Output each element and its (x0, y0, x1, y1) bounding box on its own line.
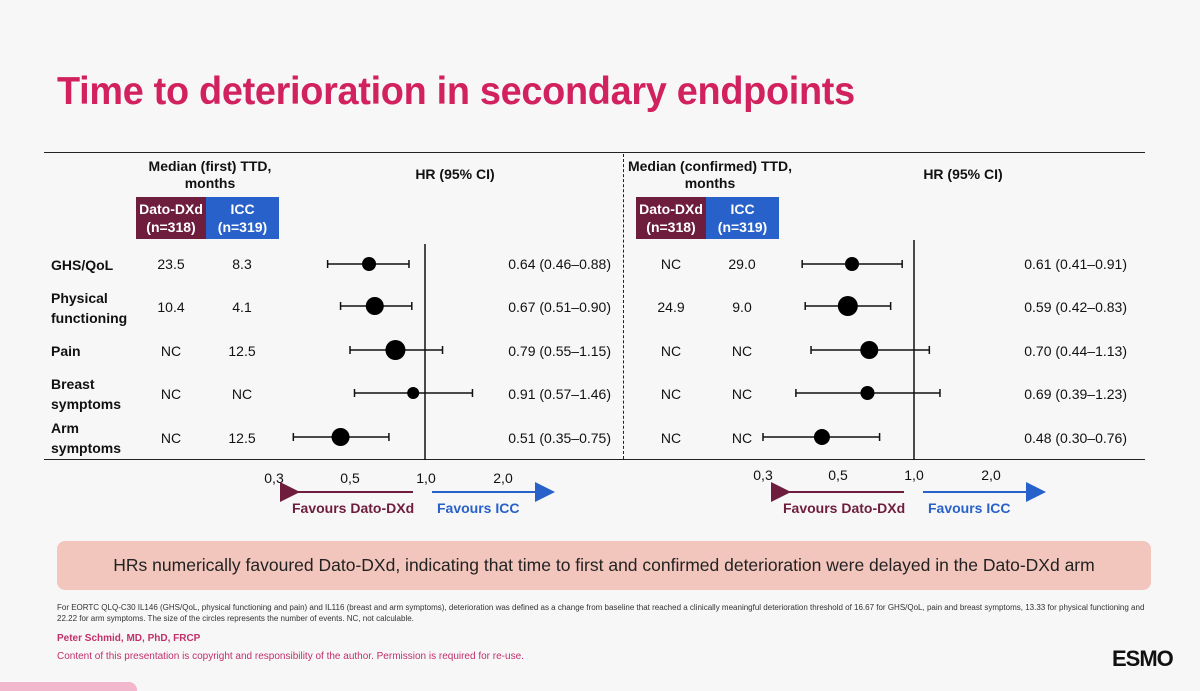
left-icc-badge-label: ICC (230, 201, 255, 217)
row-label-ghs: GHS/QoL (51, 257, 114, 273)
left-tick-label: 2,0 (493, 470, 513, 486)
left-favours-icc: Favours ICC (437, 500, 520, 516)
right-icc-badge-n: (n=319) (717, 219, 768, 235)
left-dato-median: NC (160, 430, 182, 446)
right-hr-text: 0.61 (0.41–0.91) (1024, 256, 1127, 272)
row-label-breast: Breast symptoms (51, 376, 122, 412)
left-hr-point (365, 297, 384, 315)
slide-title: Time to deterioration in secondary endpo… (57, 70, 855, 113)
left-icc-median: 12.5 (228, 430, 256, 446)
left-hr-text: 0.64 (0.46–0.88) (508, 256, 611, 272)
left-tick-label: 1,0 (416, 470, 436, 486)
right-icc-badge: ICC (n=319) (706, 197, 779, 239)
right-icc-median: NC (731, 386, 753, 402)
right-hr-text: 0.59 (0.42–0.83) (1024, 299, 1127, 315)
right-dato-median: NC (660, 256, 682, 272)
left-hr-point (362, 257, 377, 271)
right-hr-header: HR (95% CI) (923, 166, 1003, 182)
bottom-rule (44, 459, 1145, 460)
right-icc-median: NC (731, 343, 753, 359)
left-hr-text: 0.79 (0.55–1.15) (508, 343, 611, 359)
right-favours-icc: Favours ICC (928, 500, 1011, 516)
left-icc-median: NC (231, 386, 253, 402)
right-tick-label: 2,0 (981, 467, 1001, 483)
left-tick-label: 0,3 (264, 470, 284, 486)
left-favours-dato: Favours Dato-DXd (292, 500, 415, 516)
left-hr-text: 0.67 (0.51–0.90) (508, 299, 611, 315)
bottom-accent-strip (0, 682, 137, 691)
left-dato-badge-n: (n=318) (146, 219, 196, 235)
right-icc-badge-label: ICC (730, 201, 755, 217)
left-dato-median: NC (160, 386, 182, 402)
row-label-pain: Pain (51, 343, 81, 359)
left-hr-point (407, 387, 420, 399)
left-median-header-text: Median (first) TTD, months (148, 158, 272, 191)
right-median-header: Median (confirmed) TTD, months (625, 158, 795, 192)
right-hr-text: 0.69 (0.39–1.23) (1024, 386, 1127, 402)
right-hr-text: 0.48 (0.30–0.76) (1024, 430, 1127, 446)
left-icc-median: 8.3 (232, 256, 252, 272)
left-icc-badge-n: (n=319) (217, 219, 268, 235)
right-icc-median: 9.0 (732, 299, 752, 315)
left-hr-text: 0.91 (0.57–1.46) (508, 386, 611, 402)
right-dato-badge: Dato-DXd (n=318) (636, 197, 706, 239)
right-dato-median: NC (660, 430, 682, 446)
top-rule (44, 152, 1145, 153)
right-dato-median: 24.9 (657, 299, 685, 315)
right-icc-median: NC (731, 430, 753, 446)
copyright: Content of this presentation is copyrigh… (57, 651, 524, 662)
right-tick-label: 0,5 (828, 467, 848, 483)
right-hr-point (845, 257, 860, 271)
right-tick-label: 1,0 (904, 467, 924, 483)
right-hr-point (860, 386, 875, 400)
author: Peter Schmid, MD, PhD, FRCP (57, 633, 201, 644)
left-icc-median: 4.1 (232, 299, 252, 315)
left-icc-median: 12.5 (228, 343, 256, 359)
left-hr-header: HR (95% CI) (415, 166, 495, 182)
left-hr-point (331, 428, 350, 446)
left-median-header: Median (first) TTD, months (130, 158, 290, 192)
row-label-physical: Physical functioning (51, 290, 128, 326)
right-dato-badge-n: (n=318) (646, 219, 696, 235)
right-icc-median: 29.0 (728, 256, 756, 272)
left-hr-text: 0.51 (0.35–0.75) (508, 430, 611, 446)
right-hr-point (813, 429, 830, 445)
left-icc-badge: ICC (n=319) (206, 197, 279, 239)
left-dato-median: 10.4 (157, 299, 185, 315)
right-hr-point (837, 296, 858, 316)
left-dato-badge: Dato-DXd (n=318) (136, 197, 206, 239)
conclusion-banner: HRs numerically favoured Dato-DXd, indic… (57, 541, 1151, 590)
esmo-logo: ESMO (1112, 646, 1174, 671)
right-tick-label: 0,3 (753, 467, 773, 483)
right-dato-median: NC (660, 343, 682, 359)
right-favours-dato: Favours Dato-DXd (783, 500, 906, 516)
right-hr-text: 0.70 (0.44–1.13) (1024, 343, 1127, 359)
left-dato-median: 23.5 (157, 256, 185, 272)
left-dato-badge-label: Dato-DXd (139, 201, 203, 217)
row-label-arm: Arm symptoms (51, 420, 122, 456)
right-median-header-text: Median (confirmed) TTD, months (627, 158, 793, 191)
left-hr-point (385, 340, 406, 360)
left-tick-label: 0,5 (340, 470, 360, 486)
right-hr-point (860, 341, 879, 359)
right-dato-badge-label: Dato-DXd (639, 201, 703, 217)
panel-divider (623, 154, 624, 459)
right-dato-median: NC (660, 386, 682, 402)
left-dato-median: NC (160, 343, 182, 359)
footnote: For EORTC QLQ-C30 IL146 (GHS/QoL, physic… (57, 603, 1145, 623)
